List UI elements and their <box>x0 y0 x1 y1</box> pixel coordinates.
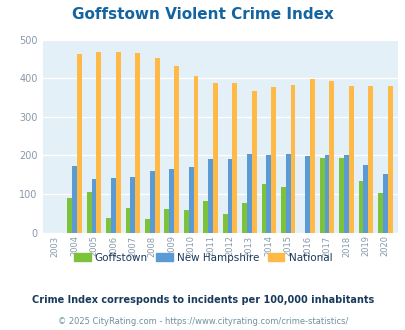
Bar <box>135 53 140 233</box>
Bar <box>271 87 275 233</box>
Bar <box>382 174 387 233</box>
Bar <box>174 66 179 233</box>
Text: Crime Index corresponds to incidents per 100,000 inhabitants: Crime Index corresponds to incidents per… <box>32 295 373 305</box>
Bar <box>149 171 154 233</box>
Bar <box>232 83 237 233</box>
Bar <box>188 167 193 233</box>
Bar <box>164 209 169 233</box>
Bar <box>261 184 266 233</box>
Bar <box>145 219 149 233</box>
Bar <box>305 156 309 233</box>
Bar <box>227 159 232 233</box>
Bar <box>377 193 382 233</box>
Bar <box>154 58 159 233</box>
Bar <box>251 90 256 233</box>
Text: © 2025 CityRating.com - https://www.cityrating.com/crime-statistics/: © 2025 CityRating.com - https://www.city… <box>58 317 347 326</box>
Bar <box>183 210 188 233</box>
Bar <box>338 158 343 233</box>
Bar <box>87 192 92 233</box>
Bar <box>92 180 96 233</box>
Bar <box>208 159 213 233</box>
Bar <box>343 155 348 233</box>
Bar <box>106 218 111 233</box>
Bar <box>362 165 367 233</box>
Bar <box>358 181 362 233</box>
Bar <box>348 85 353 233</box>
Bar <box>222 214 227 233</box>
Bar <box>280 187 285 233</box>
Legend: Goffstown, New Hampshire, National: Goffstown, New Hampshire, National <box>70 249 335 267</box>
Bar <box>213 83 217 233</box>
Bar <box>72 166 77 233</box>
Bar <box>328 81 333 233</box>
Text: Goffstown Violent Crime Index: Goffstown Violent Crime Index <box>72 7 333 22</box>
Bar <box>324 155 328 233</box>
Bar <box>67 198 72 233</box>
Bar <box>96 51 101 233</box>
Bar <box>387 86 392 233</box>
Bar <box>115 51 120 233</box>
Bar <box>241 203 246 233</box>
Bar <box>246 154 251 233</box>
Bar <box>111 178 115 233</box>
Bar <box>285 154 290 233</box>
Bar <box>266 155 271 233</box>
Bar <box>203 201 208 233</box>
Bar <box>290 85 295 233</box>
Bar <box>367 86 372 233</box>
Bar <box>319 158 324 233</box>
Bar <box>193 76 198 233</box>
Bar <box>77 54 82 233</box>
Bar <box>309 80 314 233</box>
Bar <box>169 169 174 233</box>
Bar <box>130 178 135 233</box>
Bar <box>125 208 130 233</box>
